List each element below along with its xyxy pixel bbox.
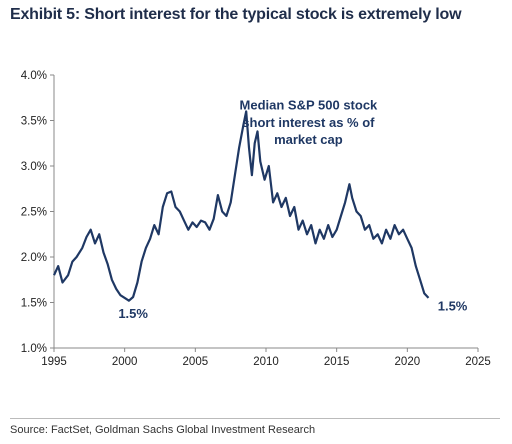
annotation-label: 1.5% — [118, 306, 148, 321]
annotation-label: market cap — [274, 132, 343, 147]
y-tick-label: 3.5% — [21, 116, 47, 128]
y-tick-label: 1.5% — [21, 298, 47, 310]
footer-divider — [10, 418, 500, 419]
y-tick-label: 2.0% — [21, 252, 47, 264]
x-tick-label: 2005 — [183, 356, 209, 368]
x-tick-label: 1995 — [41, 356, 67, 368]
x-tick-label: 2020 — [395, 356, 421, 368]
annotation-label: 1.5% — [438, 299, 468, 314]
x-axis: 1995 2000 2005 2010 2015 2020 2025 — [41, 347, 491, 368]
x-tick-label: 2025 — [465, 356, 491, 368]
y-tick-label: 1.0% — [21, 343, 47, 355]
x-tick-label: 2010 — [253, 356, 279, 368]
y-tick-label: 3.0% — [21, 161, 47, 173]
y-tick-label: 4.0% — [21, 70, 47, 82]
source-note: Source: FactSet, Goldman Sachs Global In… — [10, 424, 316, 436]
series-line — [53, 110, 430, 302]
x-tick-label: 2015 — [324, 356, 350, 368]
annotation-label: Median S&P 500 stock — [240, 98, 379, 113]
y-tick-label: 2.5% — [21, 207, 47, 219]
x-tick-label: 2000 — [112, 356, 138, 368]
y-axis: 1.0% 1.5% 2.0% 2.5% 3.0% 3.5% 4.0% — [21, 70, 55, 355]
annotations: Median S&P 500 stock short interest as % … — [118, 98, 467, 321]
series-group — [53, 110, 430, 302]
page-title: Exhibit 5: Short interest for the typica… — [10, 6, 462, 23]
annotation-label: short interest as % of — [242, 115, 375, 130]
